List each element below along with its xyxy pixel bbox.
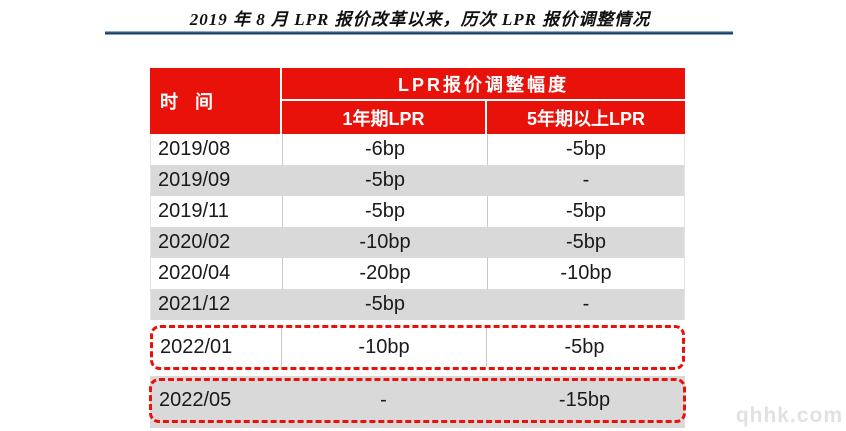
- watermark: qhhk.com: [735, 404, 843, 427]
- row-date: 2022/01: [160, 336, 233, 358]
- row-lpr-1y: -20bp: [282, 258, 487, 289]
- table-row: 2019/11 -5bp -5bp: [151, 196, 684, 227]
- row-lpr-1y: -10bp: [281, 328, 486, 367]
- row-lpr-5y: -5bp: [487, 196, 684, 227]
- header-time: 时 间: [150, 68, 280, 134]
- table-row: 2021/12 -5bp -: [151, 289, 684, 320]
- row-lpr-5y: -: [487, 165, 684, 196]
- table-row: 2020/02 -10bp -5bp: [151, 227, 684, 258]
- table-row: 2020/04 -20bp -10bp: [151, 258, 684, 289]
- table-row-highlighted-2022-05-background: 2022/05 - -15bp: [149, 376, 686, 428]
- table-row: 2019/08 -6bp -5bp: [151, 134, 684, 165]
- row-lpr-5y: -: [487, 289, 684, 320]
- page-title: 2019 年 8 月 LPR 报价改革以来，历次 LPR 报价调整情况: [189, 10, 651, 29]
- row-lpr-5y: -15bp: [558, 389, 611, 411]
- row-lpr-5y: -10bp: [487, 258, 684, 289]
- table-row: 2019/09 -5bp -: [151, 165, 684, 196]
- row-lpr-1y: -: [380, 389, 387, 411]
- table-row-highlighted-2022-05: 2022/05 - -15bp: [149, 378, 686, 423]
- row-lpr-1y: -5bp: [282, 196, 487, 227]
- row-date: 2022/05: [159, 389, 232, 411]
- row-date: 2020/02: [158, 231, 231, 253]
- row-lpr-5y: -5bp: [487, 134, 684, 165]
- row-date: 2019/11: [158, 200, 229, 222]
- row-lpr-1y: -10bp: [282, 227, 487, 258]
- header-5y-lpr: 5年期以上LPR: [487, 101, 685, 134]
- row-date: 2020/04: [158, 262, 231, 284]
- title-underline: [105, 31, 733, 35]
- row-date: 2019/09: [158, 169, 231, 191]
- lpr-adjustment-table: 时 间 LPR报价调整幅度 1年期LPR 5年期以上LPR 2019/08 -6…: [149, 68, 686, 428]
- row-lpr-5y: -5bp: [487, 227, 684, 258]
- row-date: 2021/12: [158, 293, 231, 315]
- header-1y-lpr: 1年期LPR: [282, 101, 485, 134]
- row-lpr-1y: -5bp: [282, 165, 487, 196]
- table-body: 2019/08 -6bp -5bp 2019/09 -5bp - 2019/11…: [150, 134, 685, 320]
- table-row-highlighted-2022-01: 2022/01 -10bp -5bp: [150, 325, 685, 370]
- table-header: 时 间 LPR报价调整幅度 1年期LPR 5年期以上LPR: [150, 68, 685, 134]
- header-sub-row: 1年期LPR 5年期以上LPR: [282, 101, 685, 134]
- header-right-group: LPR报价调整幅度 1年期LPR 5年期以上LPR: [282, 68, 685, 134]
- row-lpr-1y: -5bp: [282, 289, 487, 320]
- row-date: 2019/08: [158, 138, 231, 160]
- row-lpr-1y: -6bp: [282, 134, 487, 165]
- header-merged-lpr-adjustment: LPR报价调整幅度: [282, 68, 685, 99]
- row-lpr-5y: -5bp: [486, 328, 682, 367]
